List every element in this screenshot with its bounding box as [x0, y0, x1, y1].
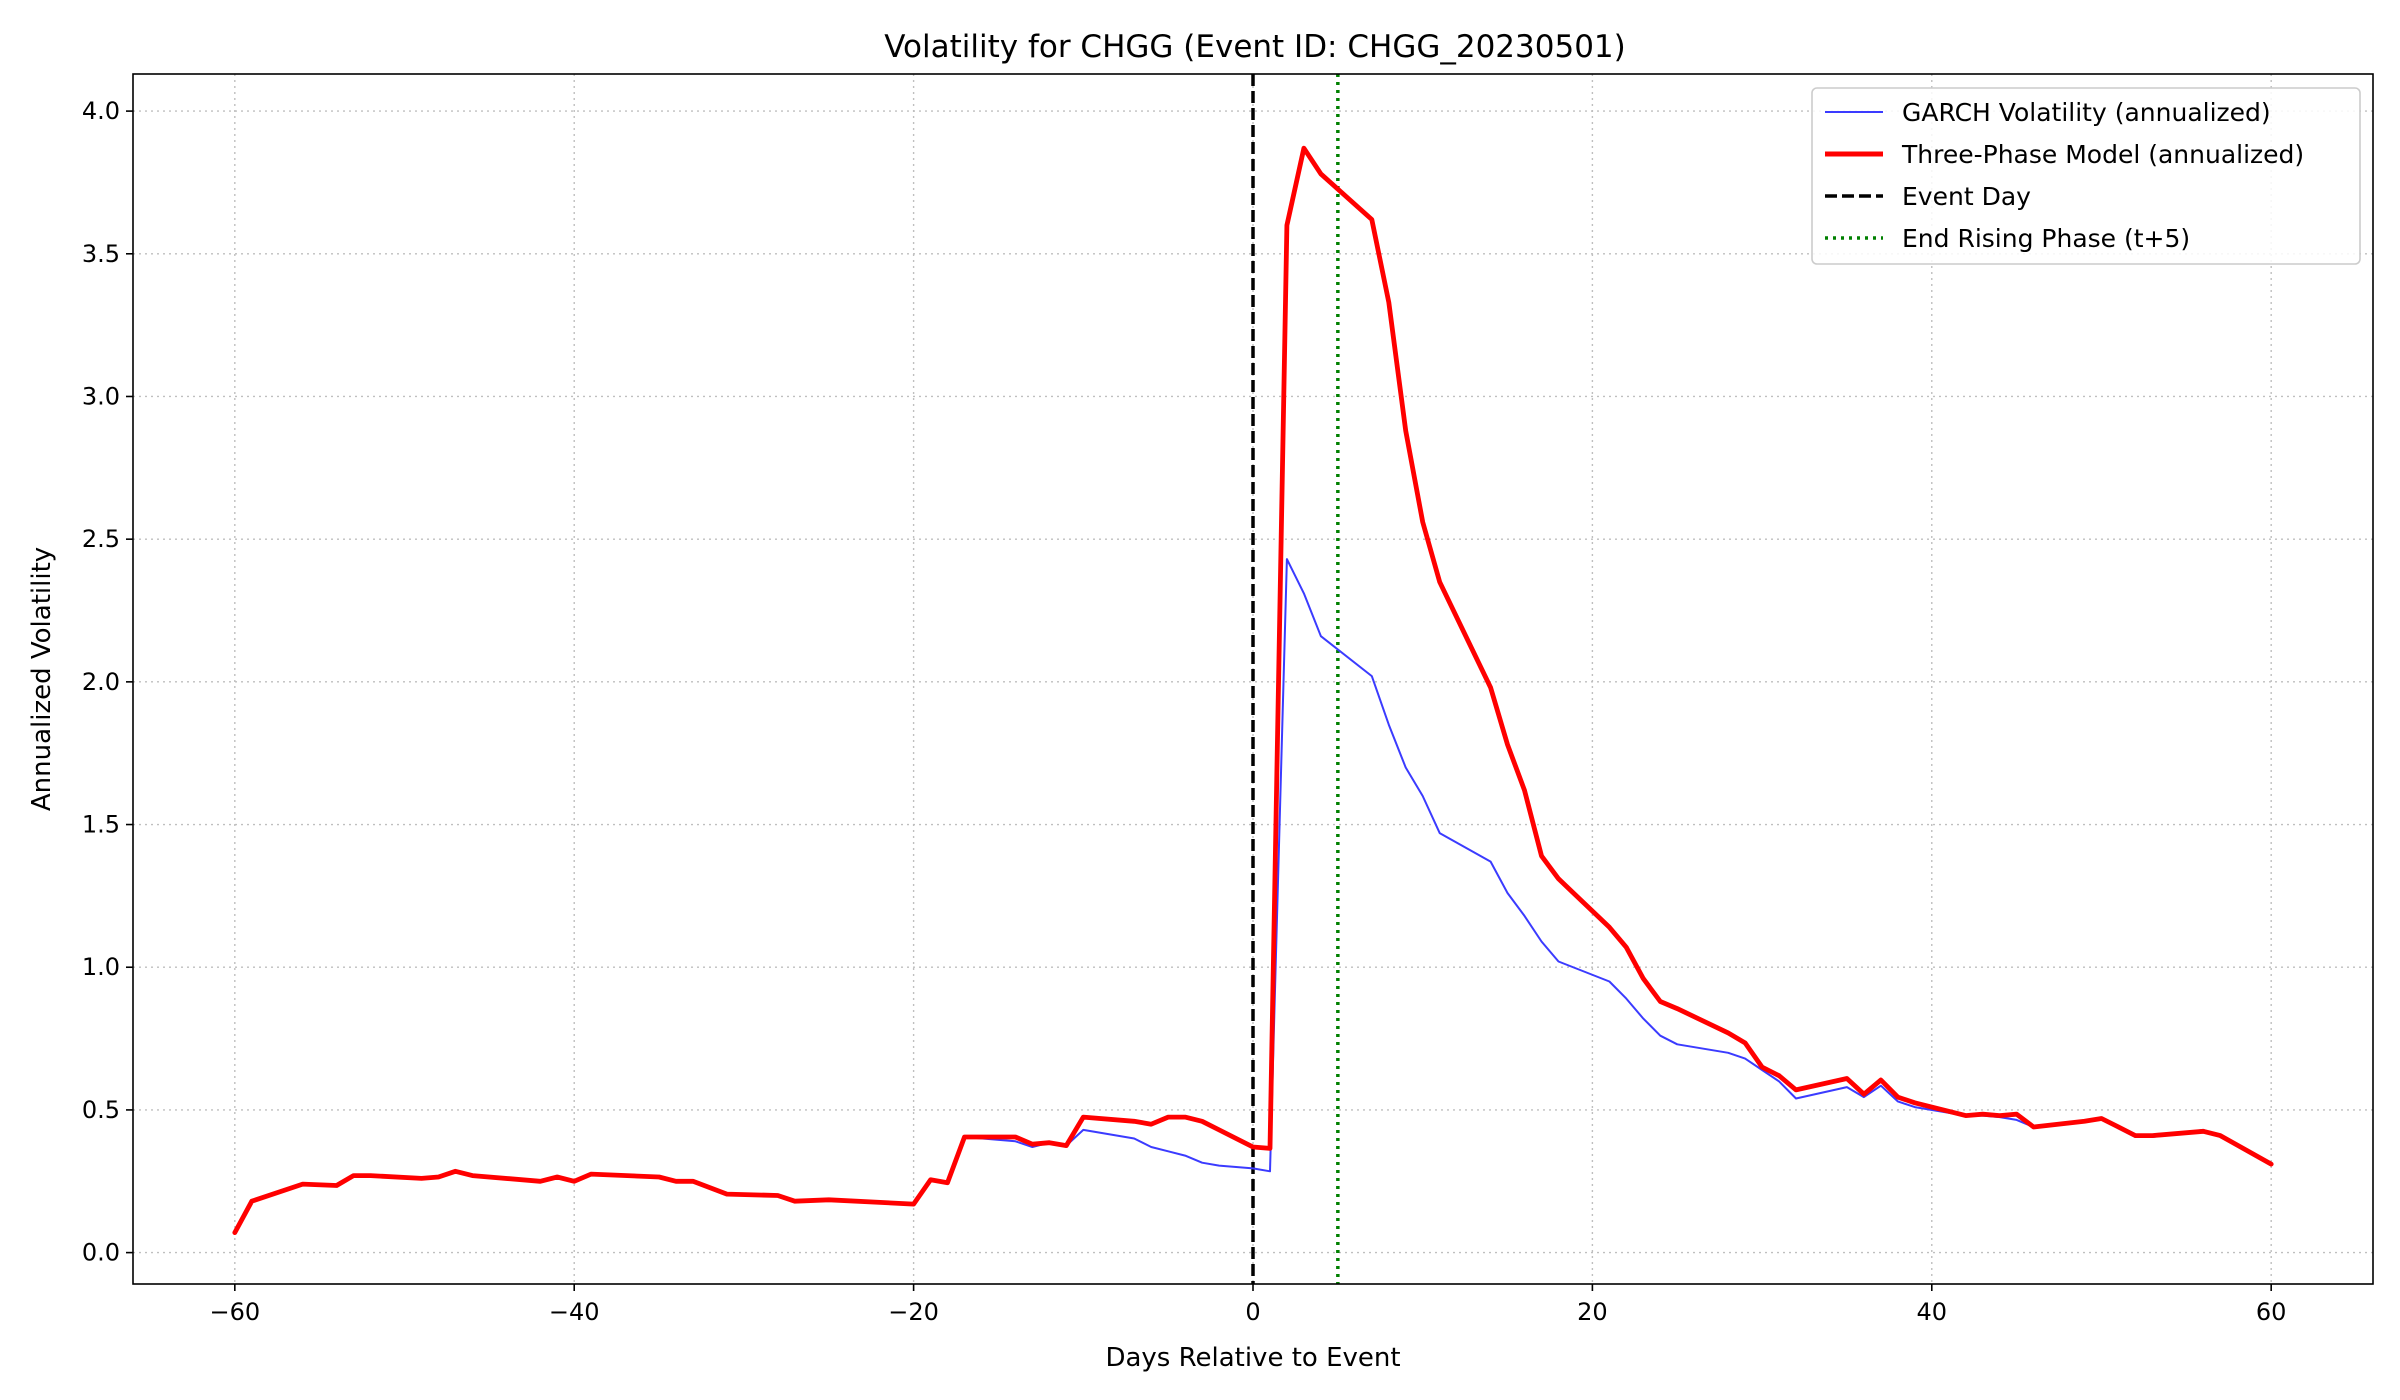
y-axis: 0.0 0.5 1.0 1.5 2.0 2.5 3.0 3.5 4.0 — [82, 97, 133, 1267]
three-phase-model-line — [232, 145, 2274, 1235]
legend-label-end-rising: End Rising Phase (t+5) — [1902, 224, 2190, 253]
y-tick-label: 0.0 — [82, 1239, 120, 1267]
legend-label-event-day: Event Day — [1902, 182, 2031, 211]
legend-label-garch: GARCH Volatility (annualized) — [1902, 98, 2271, 127]
legend-label-three-phase: Three-Phase Model (annualized) — [1901, 140, 2304, 169]
y-tick-label: 1.0 — [82, 953, 120, 981]
y-axis-label: Annualized Volatility — [27, 547, 57, 811]
series-layer — [232, 145, 2274, 1235]
reference-lines — [1251, 74, 1340, 1284]
y-tick-label: 4.0 — [82, 97, 120, 125]
y-tick-label: 1.5 — [82, 811, 120, 839]
x-axis: −60 −40 −20 0 20 40 60 — [209, 1284, 2286, 1326]
chart-title: Volatility for CHGG (Event ID: CHGG_2023… — [884, 29, 1626, 65]
x-tick-label: −40 — [549, 1298, 600, 1326]
y-tick-label: 3.0 — [82, 382, 120, 410]
y-tick-label: 0.5 — [82, 1096, 120, 1124]
x-axis-label: Days Relative to Event — [1105, 1343, 1400, 1373]
x-tick-label: 0 — [1245, 1298, 1260, 1326]
x-tick-label: 60 — [2256, 1298, 2287, 1326]
legend: GARCH Volatility (annualized) Three-Phas… — [1811, 87, 2361, 265]
legend-box — [1811, 87, 2361, 265]
y-tick-label: 2.0 — [82, 668, 120, 696]
y-tick-label: 3.5 — [82, 240, 120, 268]
x-tick-label: 40 — [1917, 1298, 1948, 1326]
x-tick-label: −60 — [209, 1298, 260, 1326]
x-tick-label: −20 — [888, 1298, 939, 1326]
y-tick-label: 2.5 — [82, 525, 120, 553]
x-tick-label: 20 — [1577, 1298, 1608, 1326]
